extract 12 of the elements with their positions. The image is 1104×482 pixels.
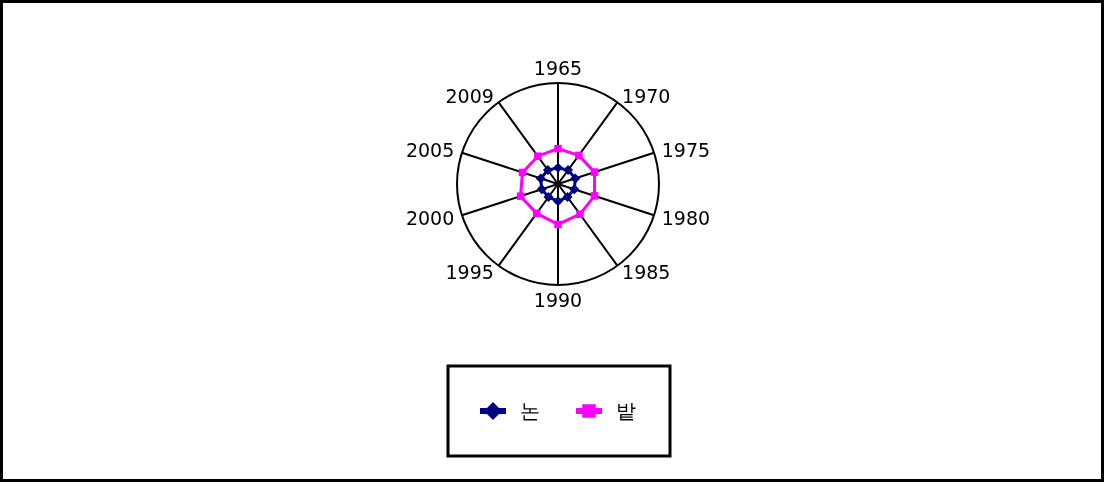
spoke-label: 1995 [445, 261, 494, 284]
spoke-label: 2000 [405, 206, 455, 229]
spoke-label: 1965 [533, 56, 583, 79]
legend-label: 밭 [616, 399, 636, 423]
spoke-label: 1990 [533, 289, 583, 312]
spoke-label: 1970 [622, 84, 671, 107]
legend-label: 논 [520, 399, 540, 423]
spoke-label: 1985 [622, 261, 671, 284]
spoke-label: 1975 [661, 139, 711, 162]
spoke-label: 2005 [405, 139, 455, 162]
spoke-label: 1980 [661, 206, 711, 229]
spoke-label: 2009 [445, 84, 494, 107]
